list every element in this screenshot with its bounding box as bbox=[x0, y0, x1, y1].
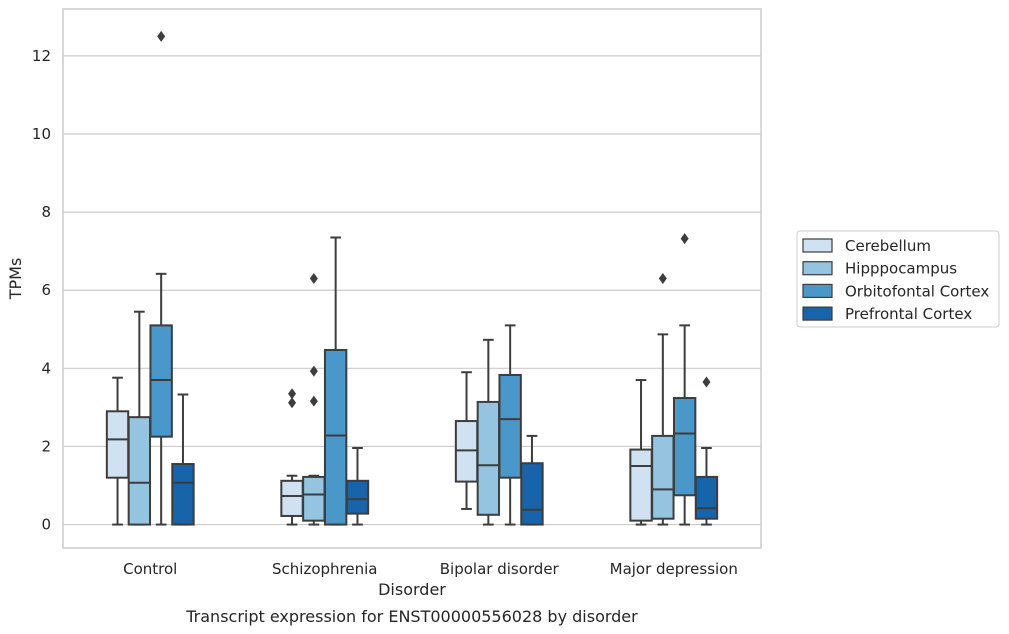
box-group bbox=[672, 233, 697, 526]
box-group bbox=[323, 236, 348, 526]
legend-swatch bbox=[802, 306, 833, 321]
box-group bbox=[651, 273, 675, 526]
box bbox=[520, 462, 544, 526]
outlier-point bbox=[309, 395, 318, 407]
legend-label: Cerebellum bbox=[845, 237, 931, 255]
legend-item: Cerebellum bbox=[802, 237, 931, 255]
x-axis-ticks: Control Schizophrenia Bipolar disorder Majo… bbox=[123, 560, 738, 578]
box-group bbox=[280, 388, 304, 526]
x-axis-label: Disorder bbox=[378, 580, 446, 599]
y-tick-label: 6 bbox=[41, 281, 51, 299]
box-group bbox=[629, 379, 653, 526]
box-group bbox=[345, 447, 370, 526]
outlier-point bbox=[288, 388, 297, 400]
legend-item: Orbitofontal Cortex bbox=[802, 282, 989, 300]
box-group bbox=[149, 30, 173, 526]
box bbox=[302, 475, 326, 522]
box bbox=[127, 416, 152, 526]
box-group bbox=[520, 434, 544, 526]
y-axis-label: TPMs bbox=[6, 258, 25, 301]
box bbox=[171, 463, 195, 526]
box-plot-series bbox=[105, 30, 719, 526]
x-tick-label: Schizophrenia bbox=[272, 560, 377, 578]
legend-item: Prefrontal Cortex bbox=[802, 305, 972, 323]
plot-frame bbox=[62, 8, 762, 549]
y-tick-label: 4 bbox=[41, 359, 51, 377]
outlier-point bbox=[288, 397, 297, 409]
y-tick-label: 0 bbox=[41, 516, 51, 534]
box-group bbox=[171, 393, 195, 526]
outlier-point bbox=[680, 233, 689, 245]
box bbox=[345, 479, 370, 515]
y-tick-label: 12 bbox=[32, 47, 51, 65]
box-group bbox=[498, 324, 522, 526]
box bbox=[105, 410, 130, 479]
legend: Cerebellum Hipppocampus Orbitofontal Corte… bbox=[796, 230, 1000, 328]
outlier-point bbox=[658, 273, 667, 284]
chart-title: Transcript expression for ENST0000055602… bbox=[185, 607, 638, 626]
y-axis-ticks: 0 2 4 6 8 10 12 bbox=[32, 47, 51, 534]
legend-swatch bbox=[802, 261, 833, 276]
y-tick-label: 2 bbox=[41, 437, 51, 455]
legend-label: Orbitofontal Cortex bbox=[845, 282, 989, 300]
legend-swatch bbox=[802, 283, 833, 298]
legend-swatch bbox=[802, 238, 833, 253]
outlier-point bbox=[157, 30, 166, 42]
box bbox=[476, 400, 501, 516]
outlier-point bbox=[309, 273, 318, 284]
y-tick-label: 8 bbox=[41, 203, 51, 221]
legend-label: Hipppocampus bbox=[845, 260, 957, 278]
y-tick-label: 10 bbox=[32, 125, 51, 143]
box-group bbox=[127, 310, 152, 526]
box bbox=[651, 434, 675, 520]
box-group bbox=[476, 338, 501, 526]
legend-frame bbox=[796, 230, 1000, 328]
box bbox=[672, 397, 697, 497]
outlier-point bbox=[702, 376, 711, 388]
box bbox=[323, 348, 348, 526]
grid-lines bbox=[63, 55, 761, 526]
box bbox=[629, 448, 653, 522]
legend-item: Hipppocampus bbox=[802, 260, 957, 278]
x-tick-label: Control bbox=[123, 560, 177, 578]
outlier-point bbox=[309, 365, 318, 377]
x-tick-label: Major depression bbox=[610, 560, 738, 578]
box bbox=[694, 475, 719, 520]
box-group bbox=[454, 371, 479, 510]
box-group bbox=[694, 376, 719, 526]
x-tick-label: Bipolar disorder bbox=[440, 560, 560, 578]
box bbox=[280, 479, 304, 517]
box bbox=[498, 373, 522, 479]
box-group bbox=[302, 273, 326, 526]
box-group bbox=[105, 376, 130, 526]
legend-label: Prefrontal Cortex bbox=[845, 305, 972, 323]
